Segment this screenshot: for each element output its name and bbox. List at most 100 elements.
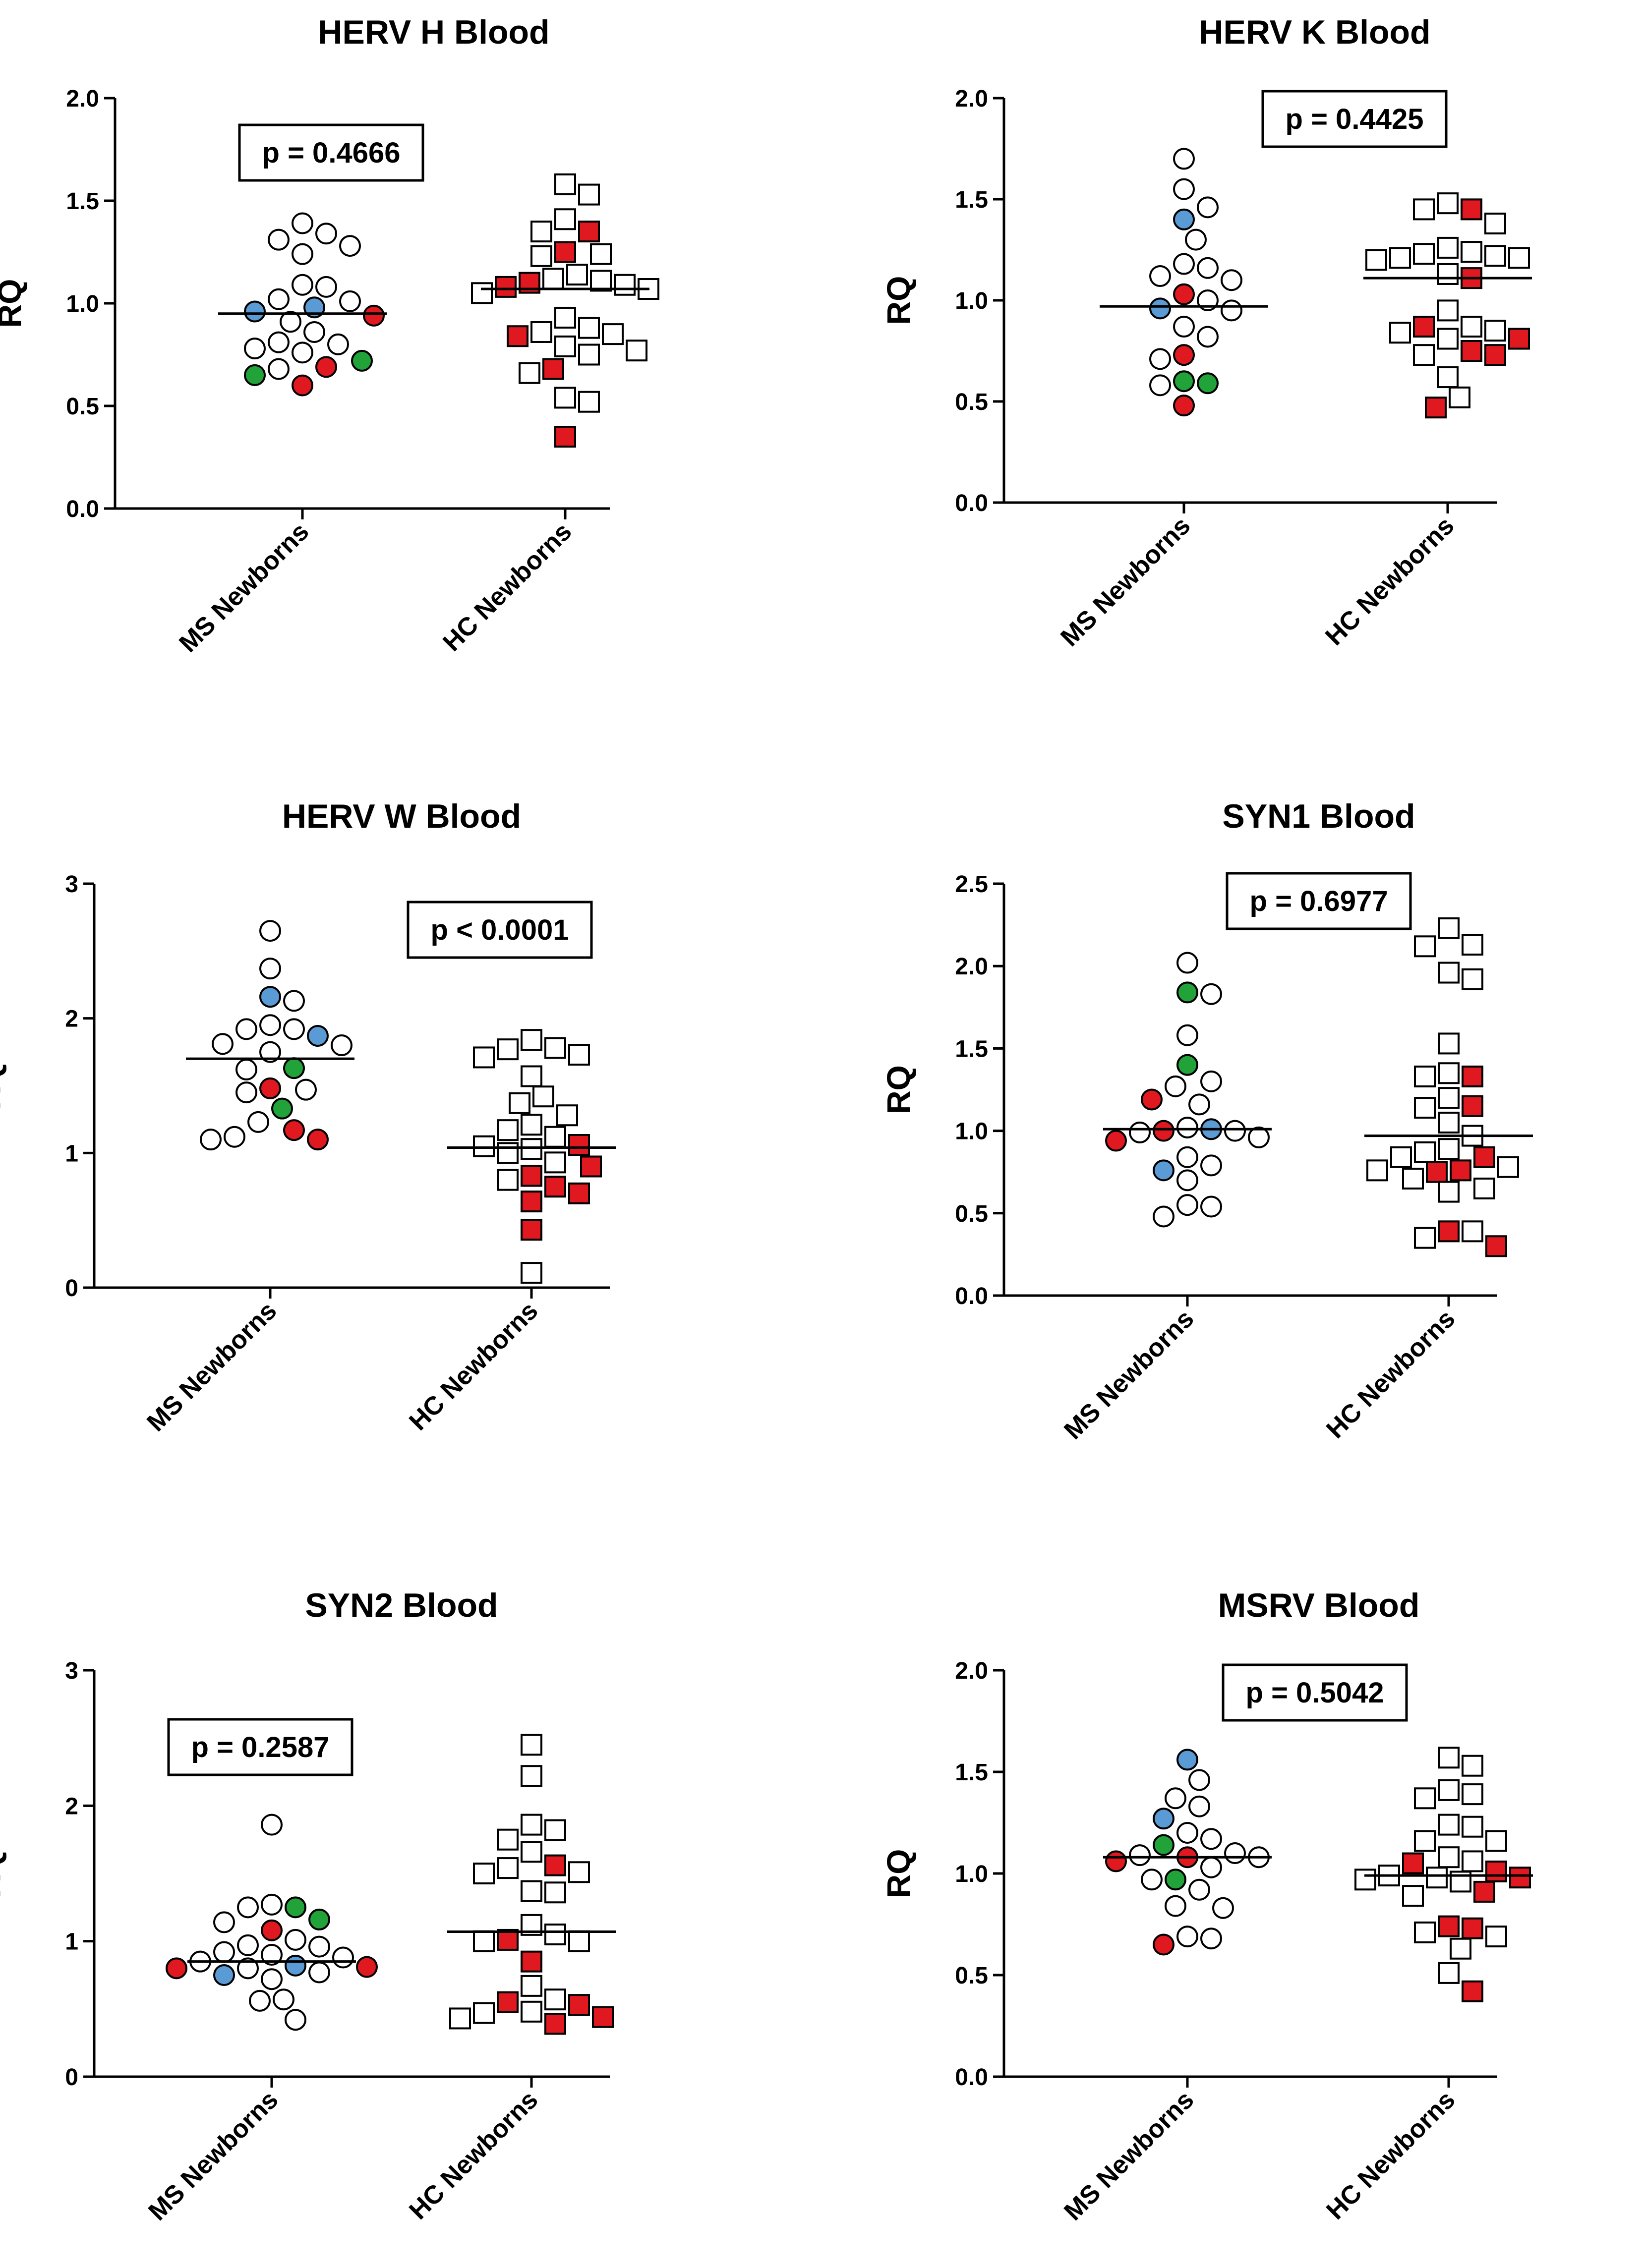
msrv-blood-point-hc	[1473, 1880, 1495, 1903]
syn1-blood-point-hc	[1438, 917, 1460, 939]
herv-k-blood-p-value-box	[1261, 90, 1448, 148]
herv-w-blood-point-hc	[497, 1038, 519, 1061]
herv-w-blood-point-hc	[473, 1135, 495, 1157]
herv-k-blood-point-hc	[1461, 340, 1482, 362]
syn2-blood-point-hc	[473, 2002, 495, 2024]
herv-h-blood-point-hc	[519, 362, 540, 384]
syn1-blood-point-ms	[1176, 1194, 1198, 1216]
msrv-blood-point-ms	[1188, 1769, 1210, 1791]
herv-w-blood-point-hc	[521, 1138, 542, 1160]
syn1-blood-point-ms	[1153, 1205, 1174, 1228]
syn2-blood-point-hc	[544, 1881, 566, 1904]
herv-w-blood-point-hc	[580, 1155, 602, 1178]
herv-w-blood-point-hc	[521, 1029, 542, 1051]
herv-w-blood-point-ms	[259, 986, 281, 1008]
syn1-blood-point-ms	[1165, 1075, 1186, 1097]
herv-w-blood-p-value-box	[407, 901, 593, 959]
herv-h-blood-point-ms	[268, 331, 290, 353]
syn2-blood-point-hc	[521, 1950, 542, 1973]
syn1-blood-y-axis-label: RQ	[880, 1065, 917, 1114]
msrv-blood-panel: MSRV Blood RQ 0.0 0.5 1.0 1.5 2.0 MS Newborns HC…	[880, 1587, 1533, 2226]
syn1-blood-y-tick-label: 2.0	[955, 954, 988, 980]
syn2-blood-y-tick-label: 3	[65, 1658, 78, 1684]
herv-h-blood-point-hc	[626, 340, 647, 362]
syn2-blood-point-hc	[544, 1819, 566, 1841]
syn1-blood-y-tick-label: 2.5	[955, 871, 988, 898]
msrv-blood-point-ms	[1176, 1749, 1198, 1771]
herv-h-blood-point-hc	[566, 264, 588, 286]
msrv-blood-point-hc	[1462, 1980, 1483, 2002]
syn1-blood-title: SYN1 Blood	[1222, 797, 1415, 835]
syn2-blood-title: SYN2 Blood	[305, 1587, 498, 1624]
syn2-blood-point-hc	[521, 1841, 542, 1863]
syn2-blood-point-ms	[285, 1954, 306, 1977]
syn2-blood-point-ms	[213, 1964, 235, 1986]
herv-h-blood-point-hc	[554, 387, 576, 409]
herv-k-blood-y-axis-label: RQ	[880, 276, 917, 325]
syn2-blood-point-hc	[521, 2000, 542, 2023]
herv-w-blood-title: HERV W Blood	[282, 797, 521, 835]
herv-h-blood-point-ms	[280, 311, 301, 333]
syn1-blood-point-hc	[1438, 1062, 1460, 1084]
syn1-blood-point-ms	[1129, 1121, 1151, 1143]
msrv-blood-point-hc	[1485, 1860, 1507, 1882]
herv-k-blood-point-ms	[1173, 344, 1195, 366]
herv-k-blood-point-hc	[1413, 198, 1435, 221]
herv-k-blood-point-hc	[1425, 397, 1447, 419]
herv-h-blood-point-hc	[554, 426, 576, 448]
syn2-blood-point-hc	[473, 1863, 495, 1884]
herv-k-blood-point-hc	[1389, 247, 1411, 269]
herv-w-blood-point-ms	[283, 990, 305, 1012]
msrv-blood-point-ms	[1176, 1822, 1198, 1844]
syn2-blood-category-label: MS Newborns	[143, 2085, 284, 2226]
herv-h-blood-point-hc	[614, 274, 636, 296]
herv-h-blood-point-hc	[542, 268, 564, 290]
syn1-blood-y-tick-label: 1.5	[955, 1036, 988, 1062]
herv-w-blood-p-value: p < 0.0001	[431, 914, 569, 946]
herv-w-blood-point-hc	[544, 1176, 566, 1198]
msrv-blood-point-ms	[1165, 1895, 1186, 1917]
msrv-blood-point-hc	[1402, 1885, 1424, 1907]
herv-w-blood-point-ms	[235, 1081, 257, 1104]
msrv-blood-point-ms	[1200, 1928, 1222, 1950]
syn1-blood-point-ms	[1200, 1195, 1222, 1218]
msrv-blood-point-ms	[1105, 1850, 1127, 1872]
herv-h-blood-y-tick-label: 0.5	[66, 394, 99, 420]
herv-h-blood-point-ms	[244, 364, 266, 386]
herv-w-blood-point-ms	[259, 1077, 281, 1099]
herv-h-blood-category-label: MS Newborns	[174, 517, 314, 658]
herv-w-blood-panel: HERV W Blood RQ 0 1 2 3 MS Newborns HC Newborns…	[0, 797, 616, 1437]
syn1-blood-p-value-box	[1226, 872, 1412, 930]
herv-k-blood-point-ms	[1173, 283, 1195, 305]
msrv-blood-point-hc	[1450, 1937, 1471, 1960]
msrv-blood-title: MSRV Blood	[1218, 1587, 1420, 1624]
herv-k-blood-point-hc	[1484, 212, 1506, 234]
syn2-blood-point-hc	[521, 1880, 542, 1902]
syn2-blood-y-tick-label: 1	[65, 1929, 78, 1955]
herv-h-blood-point-hc	[554, 335, 576, 357]
msrv-blood-point-hc	[1426, 1867, 1448, 1889]
syn2-blood-y-tick-label: 2	[65, 1793, 78, 1819]
syn1-blood-y-tick-label: 0.0	[955, 1283, 988, 1309]
herv-w-blood-point-ms	[271, 1097, 293, 1120]
herv-h-blood-panel: HERV H Blood RQ 0.0 0.5 1.0 1.5 2.0 MS Newborns…	[0, 13, 659, 658]
msrv-blood-point-hc	[1438, 1747, 1460, 1769]
syn1-blood-point-hc	[1402, 1167, 1424, 1190]
herv-h-blood-point-hc	[578, 343, 600, 366]
herv-w-blood-point-hc	[521, 1065, 542, 1087]
herv-w-blood-point-hc	[544, 1126, 566, 1148]
msrv-blood-category-label: MS Newborns	[1058, 2085, 1199, 2226]
herv-h-blood-point-ms	[363, 304, 385, 327]
msrv-blood-point-ms	[1153, 1933, 1174, 1956]
herv-w-blood-point-ms	[331, 1034, 352, 1056]
herv-w-blood-point-hc	[521, 1191, 542, 1213]
herv-k-blood-point-ms	[1173, 370, 1195, 393]
herv-w-blood-point-ms	[307, 1129, 329, 1151]
herv-k-blood-y-tick-label: 0.5	[955, 389, 988, 415]
herv-k-blood-point-hc	[1437, 366, 1459, 389]
herv-k-blood-point-hc	[1413, 243, 1435, 265]
herv-k-blood-point-ms	[1173, 253, 1195, 275]
herv-k-blood-point-hc	[1437, 192, 1459, 215]
herv-h-blood-point-ms	[292, 243, 313, 265]
syn2-blood-point-hc	[497, 1857, 519, 1879]
